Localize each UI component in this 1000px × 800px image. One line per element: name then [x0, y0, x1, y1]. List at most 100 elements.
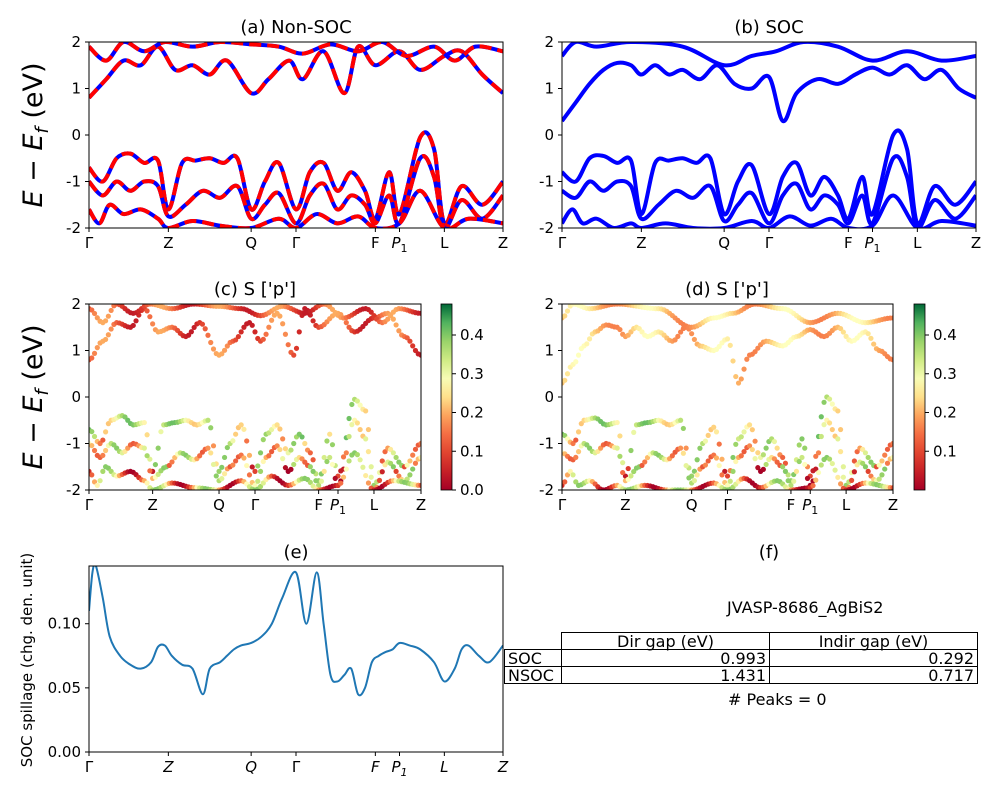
- data-point: [879, 458, 885, 464]
- x-tick-label: Z: [620, 496, 630, 514]
- data-point: [562, 313, 568, 319]
- data-point: [835, 436, 841, 442]
- data-point: [837, 449, 844, 455]
- data-point: [216, 468, 222, 474]
- gap-table: Dir gap (eV) Indir gap (eV) SOC 0.993 0.…: [504, 632, 978, 684]
- data-point: [813, 466, 819, 472]
- y-tick-label: 1: [71, 80, 81, 98]
- data-point: [716, 462, 722, 469]
- bands-b: [562, 42, 976, 228]
- band-line-nonsoc: [89, 130, 503, 226]
- y-tick-label: 0: [544, 388, 554, 406]
- y-tick-label: 2: [544, 295, 554, 313]
- data-point: [631, 468, 637, 475]
- data-point: [746, 443, 753, 449]
- data-point: [840, 329, 846, 335]
- data-point: [152, 461, 158, 468]
- data-point: [233, 458, 239, 464]
- x-tick-label: L: [440, 758, 448, 776]
- y-tick-label: 0.05: [48, 679, 81, 697]
- data-point: [310, 468, 316, 474]
- data-point: [722, 468, 728, 474]
- data-point: [252, 468, 258, 474]
- data-point: [260, 458, 266, 465]
- data-point: [219, 476, 225, 482]
- colorbar-tick-label: 0.0: [460, 481, 484, 499]
- data-point: [91, 479, 98, 485]
- data-point: [785, 478, 791, 484]
- x-tick-label: Γ: [765, 234, 774, 252]
- data-point: [310, 457, 316, 463]
- data-point: [829, 426, 835, 433]
- data-point: [620, 469, 626, 476]
- data-point: [277, 426, 283, 432]
- data-point: [343, 450, 349, 456]
- data-point: [280, 436, 286, 442]
- data-point: [260, 437, 266, 443]
- data-point: [788, 482, 794, 488]
- data-point: [91, 447, 98, 454]
- colorbar-tick-label: 0.4: [460, 326, 484, 344]
- data-point: [617, 326, 623, 333]
- data-point: [796, 442, 802, 448]
- material-name: JVASP-8686_AgBiS2: [727, 598, 884, 617]
- data-point: [346, 433, 352, 440]
- data-point: [100, 452, 106, 459]
- data-point: [680, 450, 686, 456]
- data-point: [686, 475, 692, 481]
- data-point: [733, 458, 739, 465]
- data-point: [169, 459, 175, 465]
- data-point: [755, 345, 761, 351]
- spill-ylabel: SOC spillage (chg. den. unit): [18, 553, 36, 768]
- data-point: [340, 474, 347, 480]
- data-point: [680, 425, 686, 432]
- data-point: [882, 452, 888, 458]
- data-point: [620, 460, 626, 466]
- data-point: [133, 318, 139, 324]
- data-point: [719, 472, 725, 478]
- data-point: [614, 419, 620, 426]
- data-point: [274, 443, 280, 449]
- data-point: [208, 450, 214, 456]
- data-point: [573, 359, 579, 365]
- data-point: [802, 461, 808, 468]
- data-point: [871, 341, 877, 347]
- y-tick-label: 0: [71, 126, 81, 144]
- data-point: [644, 455, 651, 461]
- y-tick-label: 0: [71, 388, 81, 406]
- data-point: [390, 316, 396, 322]
- data-point: [829, 460, 835, 467]
- data-point: [263, 331, 269, 337]
- data-point: [614, 445, 620, 451]
- data-point: [346, 415, 352, 422]
- data-point: [862, 464, 869, 470]
- data-point: [208, 425, 214, 431]
- data-point: [697, 445, 703, 451]
- data-point: [327, 431, 333, 437]
- data-point: [752, 438, 758, 444]
- panel-b-title: (b) SOC: [734, 17, 803, 38]
- data-point: [260, 336, 266, 342]
- data-point: [327, 454, 333, 461]
- x-tick-label: Γ: [292, 758, 301, 776]
- data-point: [774, 445, 780, 451]
- data-point: [749, 446, 755, 453]
- data-point: [628, 447, 634, 454]
- data-point: [393, 468, 399, 474]
- data-point: [752, 456, 758, 462]
- data-point: [210, 346, 217, 352]
- data-point: [213, 473, 219, 479]
- spillage-series: [89, 566, 503, 697]
- data-point: [791, 478, 797, 484]
- data-point: [255, 463, 261, 469]
- data-point: [266, 324, 272, 330]
- data-point: [628, 473, 634, 479]
- data-point: [755, 465, 761, 471]
- table-row: NSOC 1.431 0.717: [504, 666, 978, 684]
- data-point: [678, 445, 684, 451]
- projected-points-d: [562, 304, 893, 490]
- data-point: [354, 398, 360, 404]
- data-point: [691, 336, 698, 343]
- band-line-nonsoc: [89, 44, 503, 100]
- data-point: [89, 442, 95, 449]
